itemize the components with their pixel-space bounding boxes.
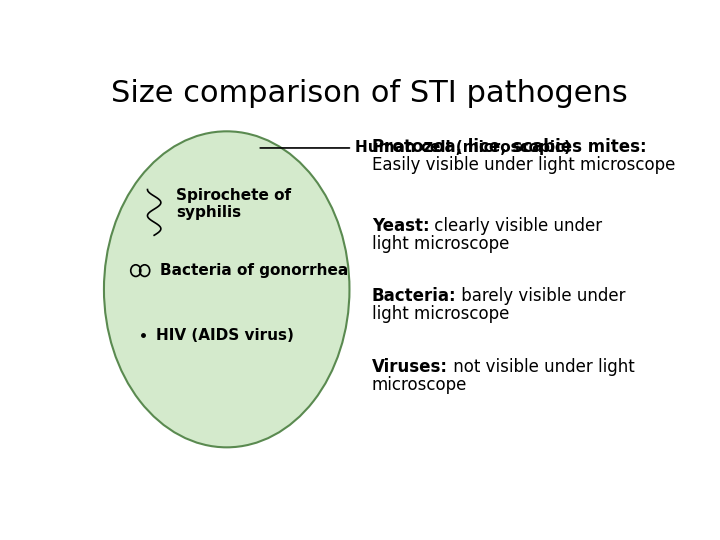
Text: Human cell (microscopic): Human cell (microscopic) (355, 140, 571, 156)
Text: Size comparison of STI pathogens: Size comparison of STI pathogens (111, 79, 627, 109)
Text: light microscope: light microscope (372, 234, 509, 253)
Text: Protozoa, lice, scabies mites:: Protozoa, lice, scabies mites: (372, 138, 647, 156)
Text: clearly visible under: clearly visible under (429, 217, 603, 234)
Text: Viruses:: Viruses: (372, 358, 448, 376)
Text: Bacteria of gonorrhea: Bacteria of gonorrhea (160, 263, 348, 278)
Text: not visible under light: not visible under light (448, 358, 634, 376)
Text: HIV (AIDS virus): HIV (AIDS virus) (156, 328, 294, 342)
Text: Easily visible under light microscope: Easily visible under light microscope (372, 156, 675, 173)
Text: light microscope: light microscope (372, 305, 509, 323)
Ellipse shape (104, 131, 349, 447)
Text: microscope: microscope (372, 376, 467, 394)
Text: barely visible under: barely visible under (456, 287, 626, 305)
Text: Yeast:: Yeast: (372, 217, 429, 234)
Text: Spirochete of
syphilis: Spirochete of syphilis (176, 188, 292, 220)
Text: Bacteria:: Bacteria: (372, 287, 456, 305)
